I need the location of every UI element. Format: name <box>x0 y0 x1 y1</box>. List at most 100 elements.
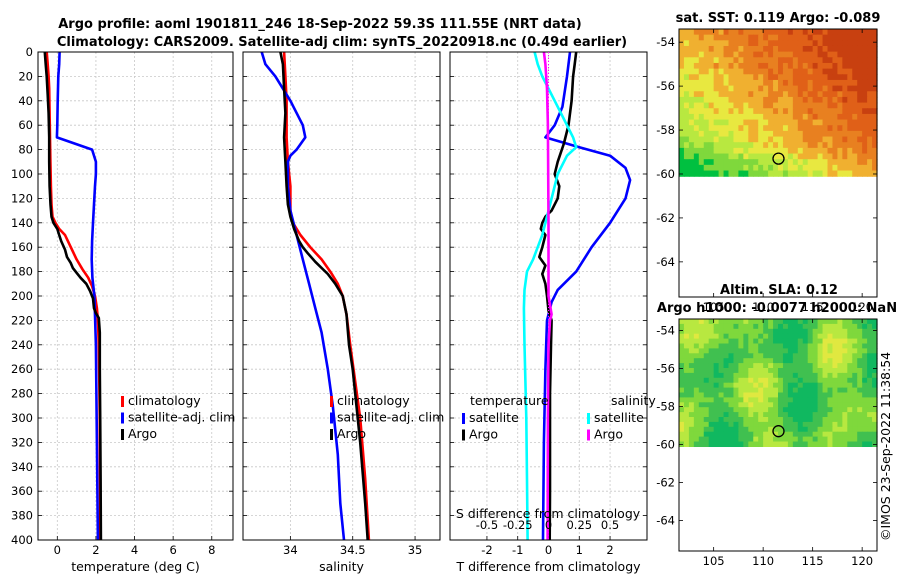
map-cell <box>703 74 710 81</box>
map-cell <box>837 40 843 47</box>
map-cell <box>693 164 700 172</box>
map-cell <box>748 29 754 36</box>
map-cell <box>773 113 779 121</box>
map-cell <box>847 382 853 389</box>
map-cell <box>679 153 685 160</box>
map-cell <box>822 136 829 143</box>
map-cell <box>862 40 868 47</box>
top-x-tick-label: -0.25 <box>503 518 533 532</box>
map-cell <box>713 130 720 138</box>
map-cell <box>743 130 749 138</box>
map-cell <box>728 372 735 379</box>
map-cell <box>832 417 838 423</box>
map-cell <box>822 74 829 81</box>
map-cell <box>867 45 873 53</box>
map-cell <box>862 348 868 354</box>
map-cell <box>837 74 843 81</box>
map-cell <box>872 119 878 126</box>
map-cell <box>733 338 739 345</box>
map-cell <box>842 343 848 349</box>
map-cell <box>753 368 759 374</box>
map-cell <box>693 387 700 394</box>
map-cell <box>683 34 690 41</box>
map-cell <box>743 85 749 92</box>
map-cell <box>708 382 715 389</box>
map-cell <box>758 441 764 448</box>
map-cell <box>748 34 754 41</box>
map-cell <box>807 57 814 64</box>
map-cell <box>728 343 735 349</box>
map-cell <box>758 68 764 75</box>
map-cell <box>743 348 749 354</box>
map-cell <box>718 91 725 98</box>
map-cell <box>693 431 700 438</box>
title-line-2: Climatology: CARS2009. Satellite-adj cli… <box>57 35 627 50</box>
map-cell <box>773 130 779 138</box>
map-cell <box>872 79 878 87</box>
map-cell <box>768 102 774 109</box>
x-tick-label: 6 <box>169 543 176 557</box>
map-cell <box>738 159 744 166</box>
map-cell <box>852 392 858 399</box>
map-cell <box>708 328 715 335</box>
map-cell <box>837 57 843 64</box>
map-cell <box>807 412 814 418</box>
map-cell <box>748 441 754 448</box>
map-cell <box>842 113 848 121</box>
map-cell <box>872 431 878 438</box>
map-cell <box>792 441 799 448</box>
map-cell <box>787 159 794 166</box>
map-cell <box>768 113 774 121</box>
legend-label: satellite <box>469 410 519 425</box>
map-cell <box>832 358 838 364</box>
map-cell <box>782 377 789 384</box>
map-cell <box>703 382 710 389</box>
map-cell <box>778 348 784 354</box>
map-cell <box>812 108 819 115</box>
map-cell <box>837 402 843 408</box>
map-cell <box>698 377 705 384</box>
map-cell <box>743 407 749 413</box>
map-cell <box>718 343 725 349</box>
map-cell <box>797 348 804 354</box>
map-cell <box>763 377 769 384</box>
map-cell <box>773 125 779 132</box>
map-cell <box>679 96 685 104</box>
map-cell <box>679 29 685 36</box>
map-cell <box>698 119 705 126</box>
map-cell <box>718 421 725 428</box>
map-cell <box>802 164 809 172</box>
map-cell <box>787 407 794 413</box>
map-cell <box>797 333 804 340</box>
map-cell <box>733 68 739 75</box>
map-cell <box>812 51 819 58</box>
map-cell <box>807 74 814 81</box>
map-cell <box>802 40 809 47</box>
map-cell <box>743 40 749 47</box>
map-cell <box>792 319 799 325</box>
map-cell <box>763 45 769 53</box>
map-cell <box>743 68 749 75</box>
map-cell <box>847 417 853 423</box>
map-cell <box>728 319 735 325</box>
map-cell <box>782 62 789 70</box>
map-cell <box>693 96 700 104</box>
map-cell <box>773 96 779 104</box>
map-cell <box>847 136 853 143</box>
map-cell <box>773 51 779 58</box>
map-cell <box>683 333 690 340</box>
map-cell <box>703 153 710 160</box>
map-cell <box>733 62 739 70</box>
map-cell <box>842 377 848 384</box>
map-cell <box>792 323 799 330</box>
map-cell <box>679 353 685 359</box>
map-cell <box>773 338 779 345</box>
map-cell <box>683 96 690 104</box>
map-cell <box>832 392 838 399</box>
map-cell <box>807 136 814 143</box>
map-cell <box>713 436 720 443</box>
map-cell <box>753 51 759 58</box>
map-cell <box>802 96 809 104</box>
map-cell <box>867 40 873 47</box>
map-cell <box>862 91 868 98</box>
